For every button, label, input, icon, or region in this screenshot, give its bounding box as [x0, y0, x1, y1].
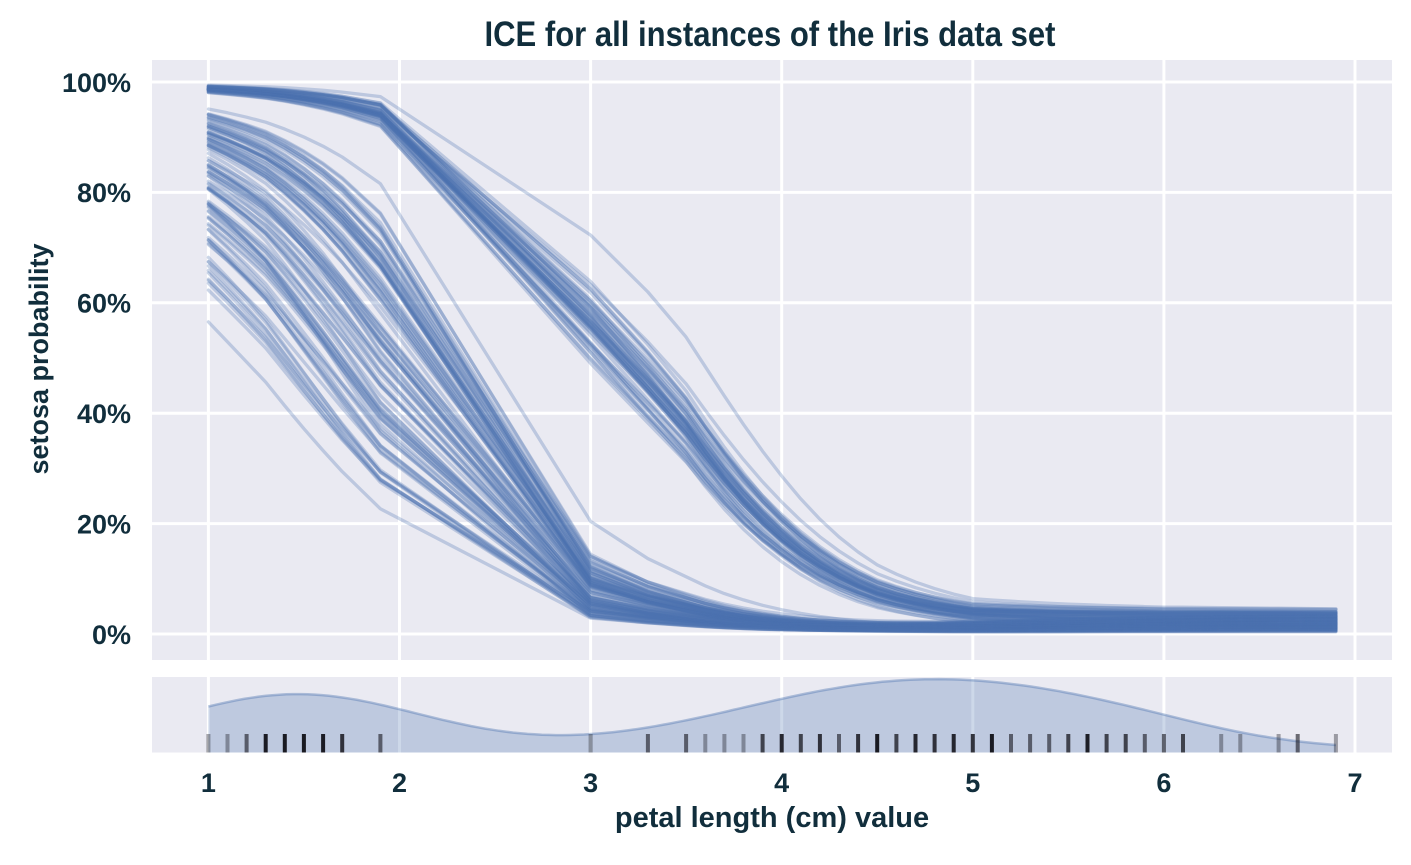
svg-text:20%: 20% — [77, 509, 131, 539]
svg-text:setosa probability: setosa probability — [24, 243, 54, 474]
svg-text:6: 6 — [1156, 768, 1171, 798]
svg-text:60%: 60% — [77, 289, 131, 319]
svg-text:3: 3 — [583, 768, 598, 798]
svg-text:100%: 100% — [62, 68, 131, 98]
svg-text:2: 2 — [392, 768, 407, 798]
svg-text:40%: 40% — [77, 399, 131, 429]
svg-text:80%: 80% — [77, 178, 131, 208]
svg-text:5: 5 — [965, 768, 980, 798]
svg-text:4: 4 — [774, 768, 789, 798]
svg-text:1: 1 — [201, 768, 216, 798]
svg-text:0%: 0% — [92, 620, 131, 650]
svg-text:ICE for all instances of the I: ICE for all instances of the Iris data s… — [485, 15, 1056, 54]
svg-text:7: 7 — [1347, 768, 1362, 798]
svg-text:petal length (cm) value: petal length (cm) value — [615, 802, 929, 834]
